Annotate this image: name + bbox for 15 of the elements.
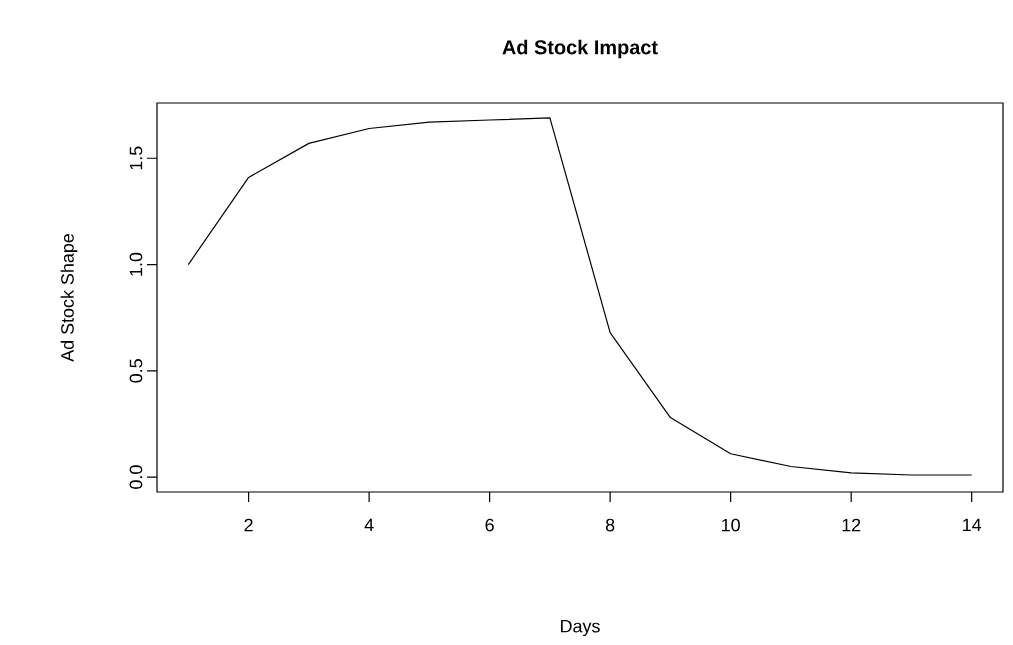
y-axis-title: Ad Stock Shape: [60, 234, 78, 362]
x-tick-label: 14: [963, 518, 982, 532]
y-tick-label: 1.5: [129, 146, 143, 170]
chart-title: Ad Stock Impact: [502, 39, 658, 59]
line-series: [187, 117, 973, 476]
x-tick-label: 12: [842, 518, 861, 532]
y-tick-label: 1.0: [129, 252, 143, 276]
x-tick-label: 10: [722, 518, 740, 532]
x-tick-label: 2: [244, 518, 253, 532]
x-tick-label: 8: [605, 518, 615, 532]
x-tick-label: 4: [364, 518, 374, 532]
x-axis-title: Days: [561, 619, 600, 637]
y-tick-label: 0.5: [129, 359, 143, 383]
x-tick-label: 6: [485, 518, 494, 532]
y-tick-label: 0.0: [129, 465, 143, 489]
